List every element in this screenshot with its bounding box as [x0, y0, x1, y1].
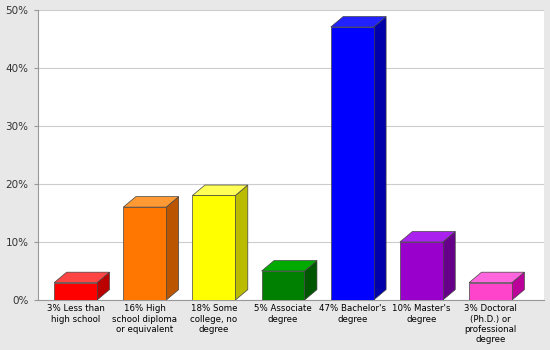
Polygon shape	[97, 272, 109, 300]
Polygon shape	[166, 197, 179, 300]
Polygon shape	[123, 197, 179, 207]
Bar	[54, 283, 97, 300]
Polygon shape	[512, 272, 524, 300]
Polygon shape	[469, 272, 524, 283]
Polygon shape	[262, 260, 317, 271]
Bar	[262, 271, 305, 300]
Bar	[331, 27, 373, 300]
Polygon shape	[400, 231, 455, 242]
Polygon shape	[235, 185, 248, 300]
Polygon shape	[192, 185, 248, 196]
Polygon shape	[331, 16, 386, 27]
Polygon shape	[54, 272, 109, 283]
Polygon shape	[373, 16, 386, 300]
Bar	[192, 196, 235, 300]
Polygon shape	[443, 231, 455, 300]
Bar	[400, 242, 443, 300]
Bar	[469, 283, 512, 300]
Polygon shape	[305, 260, 317, 300]
Bar	[123, 207, 166, 300]
